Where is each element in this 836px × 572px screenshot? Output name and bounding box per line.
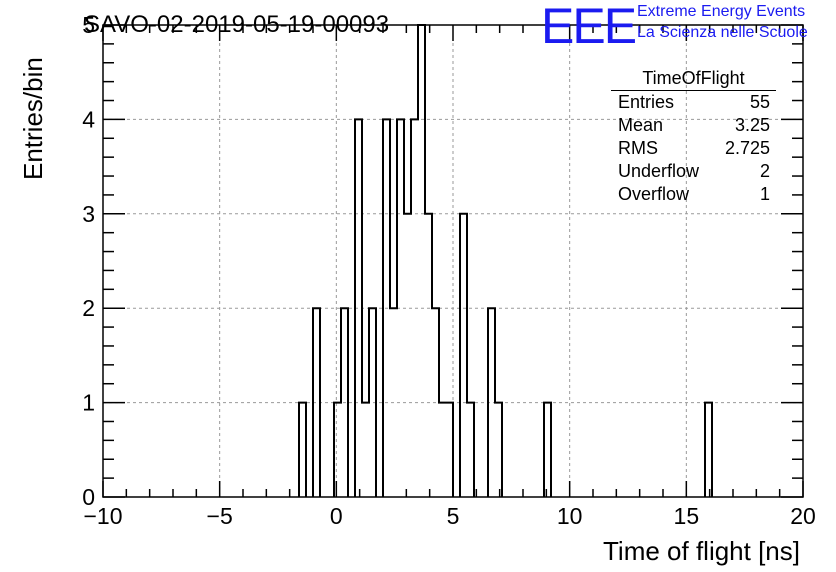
stat-value: 2 [759, 161, 770, 181]
y-tick-label: 1 [82, 390, 95, 416]
x-tick-labels: −10 −5 0 5 10 15 20 [83, 503, 815, 529]
y-tick-label: 3 [82, 201, 95, 227]
stat-label: Mean [618, 115, 664, 135]
chart-title: SAVO-02-2019-05-19-00093 [84, 11, 390, 38]
x-tick-label: 10 [557, 503, 583, 529]
stat-label: RMS [618, 138, 658, 158]
eee-logo: EEE [541, 0, 637, 54]
stats-box: TimeOfFlight Entries 55 Mean 3.25 RMS 2.… [611, 67, 776, 207]
histogram-bin [460, 214, 467, 497]
grid-lines [103, 25, 803, 497]
stat-label: Underflow [618, 161, 700, 181]
histogram-bin [495, 403, 502, 497]
x-axis-title: Time of flight [ns] [603, 536, 800, 566]
stat-value: 3.25 [734, 115, 770, 135]
histogram-bin [404, 214, 411, 497]
stat-value: 1 [759, 184, 770, 204]
stats-title: TimeOfFlight [642, 68, 745, 88]
y-tick-label: 4 [82, 106, 95, 132]
histogram-outline [298, 24, 713, 497]
y-tick-label: 2 [82, 295, 95, 321]
stat-row-rms: RMS 2.725 [618, 138, 770, 160]
x-tick-label: −5 [207, 503, 233, 529]
stat-label: Entries [618, 92, 675, 112]
logo-text-line-2: La Scienza nelle Scuole [637, 24, 808, 41]
stat-row-entries: Entries 55 [618, 92, 770, 114]
stat-row-overflow: Overflow 1 [618, 184, 770, 206]
histogram-bin [439, 403, 453, 497]
histogram-bin [467, 403, 474, 497]
y-tick-label: 5 [82, 12, 95, 38]
histogram-bin [299, 403, 306, 497]
stat-row-underflow: Underflow 2 [618, 161, 770, 183]
histogram-bin [418, 25, 425, 497]
axis-ticks [102, 24, 804, 498]
stat-value: 55 [749, 92, 770, 112]
x-tick-label: 15 [674, 503, 700, 529]
y-tick-labels: 0 1 2 3 4 5 [82, 12, 95, 510]
stat-value: 2.725 [724, 138, 770, 158]
stats-divider [611, 90, 776, 91]
x-tick-label: 0 [330, 503, 343, 529]
y-tick-label: 0 [82, 484, 95, 510]
histogram-bin [425, 214, 432, 497]
histogram-bin [334, 403, 341, 497]
histogram-bin [362, 403, 369, 497]
x-tick-label: 5 [447, 503, 460, 529]
stat-row-mean: Mean 3.25 [618, 115, 770, 137]
x-tick-label: −10 [83, 503, 122, 529]
stat-label: Overflow [618, 184, 690, 204]
histogram-bin [544, 403, 551, 497]
y-axis-title: Entries/bin [18, 57, 48, 180]
x-tick-label: 20 [790, 503, 816, 529]
logo-text-line-1: Extreme Energy Events [637, 3, 806, 20]
histogram-bin [705, 403, 712, 497]
